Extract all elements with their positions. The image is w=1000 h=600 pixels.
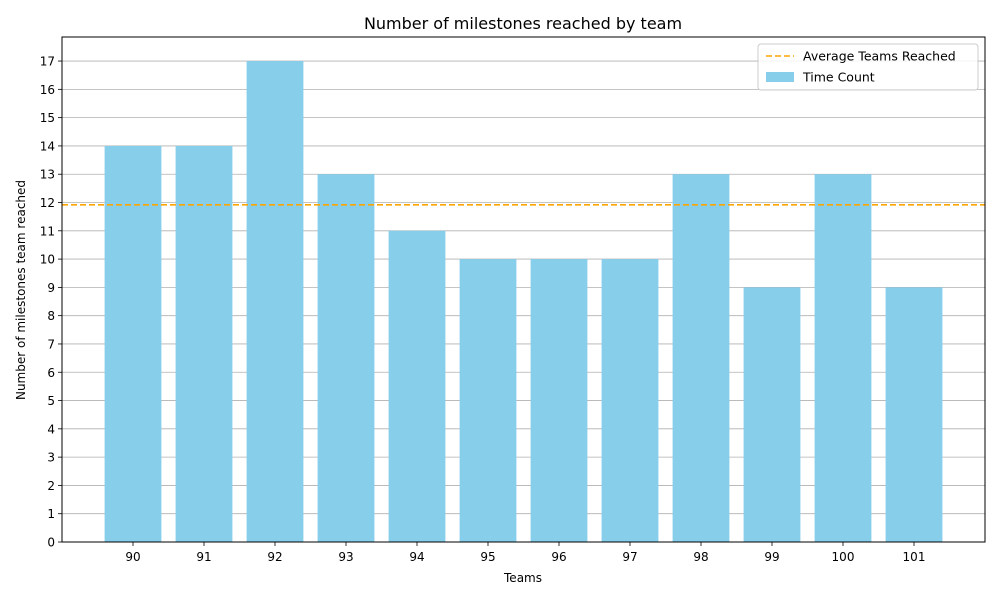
x-tick-label: 99 [764,550,779,564]
bar [530,259,588,542]
bar [743,287,801,542]
bar [672,174,730,542]
y-tick-label: 0 [47,536,55,550]
legend-average-label: Average Teams Reached [803,49,956,64]
bar [814,174,872,542]
y-tick-label: 9 [47,281,55,295]
x-tick-label: 96 [551,550,566,564]
y-tick-label: 12 [40,196,55,210]
y-tick-label: 10 [40,253,55,267]
y-axis-label: Number of milestones team reached [14,180,28,400]
legend-box [757,43,979,91]
x-tick-label: 90 [125,550,140,564]
chart-title: Number of milestones reached by team [364,14,682,33]
x-tick-label: 101 [903,550,926,564]
bars [104,61,943,543]
bar [885,287,943,542]
bar [104,145,162,542]
y-tick-label: 14 [40,139,55,153]
legend-bar-swatch [766,72,794,82]
bar [459,259,517,542]
x-tick-label: 93 [338,550,353,564]
y-tick-label: 7 [47,337,55,351]
x-tick-label: 92 [267,550,282,564]
x-tick-label: 97 [622,550,637,564]
x-tick-label: 95 [480,550,495,564]
y-tick-label: 1 [47,507,55,521]
bar [601,259,659,542]
y-tick-label: 16 [40,83,55,97]
y-tick-label: 5 [47,394,55,408]
legend: Average Teams Reached Time Count [757,43,979,91]
x-tick-label: 98 [693,550,708,564]
legend-bar-label: Time Count [802,70,875,85]
x-axis-label: Teams [503,571,542,585]
x-ticks: 90 91 92 93 94 95 96 97 98 99 100 101 [125,542,925,564]
y-tick-label: 8 [47,309,55,323]
y-tick-label: 4 [47,422,55,436]
x-tick-label: 94 [409,550,424,564]
y-tick-label: 17 [40,55,55,69]
y-tick-label: 3 [47,451,55,465]
bar [317,174,375,542]
plot-frame [61,36,986,543]
bar [175,145,233,542]
x-tick-label: 100 [832,550,855,564]
y-tick-label: 11 [40,224,55,238]
x-tick-label: 91 [196,550,211,564]
bar [388,230,446,542]
axes [61,36,986,543]
y-tick-label: 6 [47,366,55,380]
bar [246,61,304,543]
y-tick-label: 2 [47,479,55,493]
y-tick-label: 13 [40,168,55,182]
y-tick-label: 15 [40,111,55,125]
